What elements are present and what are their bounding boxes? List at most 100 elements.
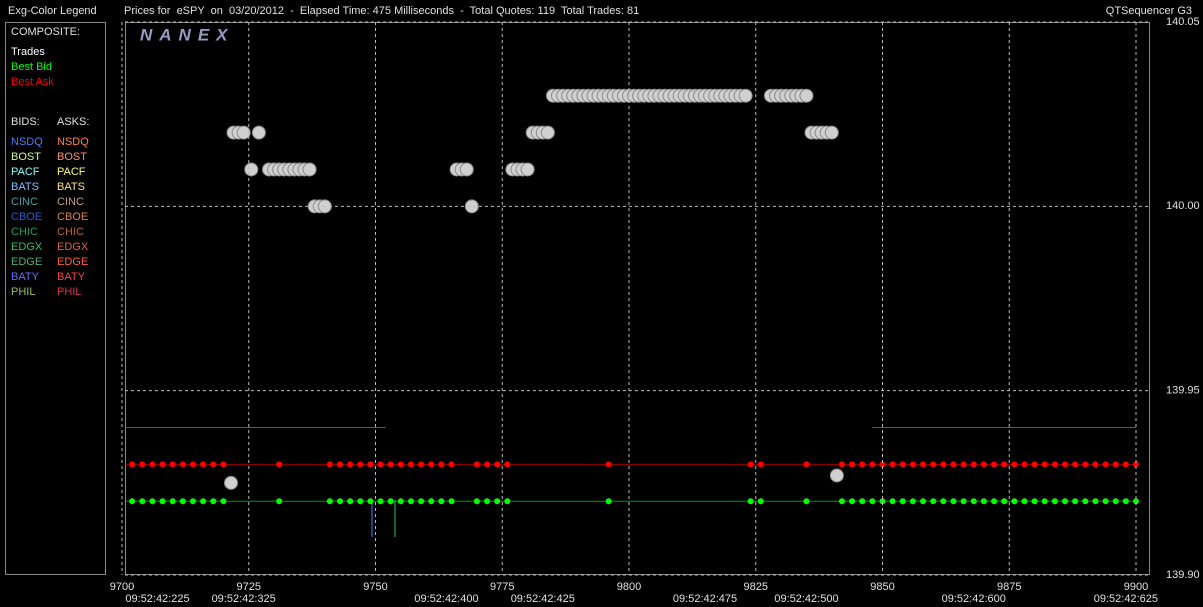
quote-dot [1122, 498, 1129, 505]
quote-dot [1133, 498, 1139, 505]
quote-dot [605, 498, 612, 505]
quote-dot [1112, 498, 1119, 505]
quote-dot [1031, 498, 1038, 505]
quote-dot [1092, 461, 1099, 468]
quote-dot [940, 498, 947, 505]
quote-dot [149, 498, 156, 505]
quote-dot [1102, 461, 1109, 468]
quote-dot [605, 461, 612, 468]
legend-entry: EDGE [11, 256, 42, 268]
quote-dot [838, 461, 845, 468]
time-label: 09:52:42:425 [511, 593, 575, 605]
legend-entry: PHIL [57, 286, 81, 298]
quote-dot [1102, 498, 1109, 505]
legend-entry: BATY [11, 271, 40, 283]
trade-dot [799, 88, 814, 103]
quote-dot [367, 498, 374, 505]
legend-entry: PACF [57, 166, 86, 178]
header-right: QTSequencer G3 [1106, 5, 1192, 17]
x-tick-label: 9775 [490, 581, 514, 593]
quote-dot [747, 461, 754, 468]
quote-dot [484, 461, 491, 468]
quote-dot [1011, 461, 1018, 468]
quote-dot [367, 461, 374, 468]
trade-dot [302, 162, 317, 177]
header-left: Exg-Color Legend [8, 5, 97, 17]
quote-dot [169, 461, 176, 468]
quote-dot [200, 498, 207, 505]
quote-dot [1133, 461, 1139, 468]
quote-dot [448, 498, 455, 505]
time-label: 09:52:42:400 [414, 593, 478, 605]
trade-dot [464, 199, 479, 214]
quote-dot [357, 461, 364, 468]
x-tick-label: 9725 [237, 581, 261, 593]
trade-dot [224, 475, 239, 490]
quote-dot [803, 461, 810, 468]
quote-dot [276, 461, 283, 468]
quote-dot [1092, 498, 1099, 505]
quote-dot [397, 461, 404, 468]
legend-entry: NSDQ [57, 136, 89, 148]
trade-dot [236, 125, 251, 140]
quote-dot [129, 498, 136, 505]
quote-dot [970, 498, 977, 505]
quote-dot [950, 461, 957, 468]
quote-dot [397, 498, 404, 505]
quote-dot [387, 498, 394, 505]
quote-dot [1021, 461, 1028, 468]
quote-dot [129, 461, 136, 468]
quote-dot [889, 461, 896, 468]
legend-title: COMPOSITE: [11, 26, 80, 38]
quote-dot [920, 461, 927, 468]
x-tick-label: 9850 [870, 581, 894, 593]
quote-dot [757, 461, 764, 468]
quote-dot [139, 498, 146, 505]
quote-dot [200, 461, 207, 468]
quote-dot [950, 498, 957, 505]
quote-dot [1051, 498, 1058, 505]
quote-dot [930, 461, 937, 468]
quote-dot [377, 461, 384, 468]
legend-panel [5, 22, 106, 575]
quote-dot [357, 498, 364, 505]
x-tick-label: 9875 [997, 581, 1021, 593]
quote-dot [757, 498, 764, 505]
time-label: 09:52:42:325 [212, 593, 276, 605]
quote-dot [377, 498, 384, 505]
legend-title: ASKS: [57, 116, 89, 128]
quote-dot [849, 498, 856, 505]
quote-dot [1051, 461, 1058, 468]
x-tick-label: 9900 [1124, 581, 1148, 593]
legend-entry: Trades [11, 46, 45, 58]
x-tick-label: 9750 [363, 581, 387, 593]
quote-dot [1122, 461, 1129, 468]
x-tick-label: 9700 [110, 581, 134, 593]
quote-dot [980, 498, 987, 505]
quote-dot [418, 461, 425, 468]
quote-dot [1072, 498, 1079, 505]
quote-dot [1082, 461, 1089, 468]
legend-entry: CINC [11, 196, 38, 208]
quote-dot [418, 498, 425, 505]
quote-dot [1041, 461, 1048, 468]
quote-dot [210, 498, 217, 505]
trade-dot [540, 125, 555, 140]
quote-dot [909, 461, 916, 468]
quote-dot [1072, 461, 1079, 468]
legend-entry: PACF [11, 166, 40, 178]
quote-dot [1001, 498, 1008, 505]
legend-entry: CHIC [57, 226, 84, 238]
quote-dot [849, 461, 856, 468]
y-tick-label: 139.95 [1166, 385, 1200, 397]
time-label: 09:52:42:475 [673, 593, 737, 605]
quote-dot [1062, 498, 1069, 505]
quote-dot [747, 498, 754, 505]
quote-dot [980, 461, 987, 468]
quote-dot [899, 461, 906, 468]
legend-entry: CINC [57, 196, 84, 208]
trade-dot [520, 162, 535, 177]
quote-dot [189, 461, 196, 468]
quote-dot [1031, 461, 1038, 468]
